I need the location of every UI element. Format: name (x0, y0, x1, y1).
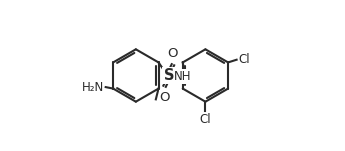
Text: Cl: Cl (200, 113, 211, 126)
Text: H₂N: H₂N (82, 81, 104, 94)
Text: S: S (164, 68, 174, 83)
Text: O: O (168, 47, 178, 60)
Text: O: O (159, 91, 170, 104)
Text: NH: NH (174, 70, 191, 83)
Text: Cl: Cl (238, 53, 250, 66)
